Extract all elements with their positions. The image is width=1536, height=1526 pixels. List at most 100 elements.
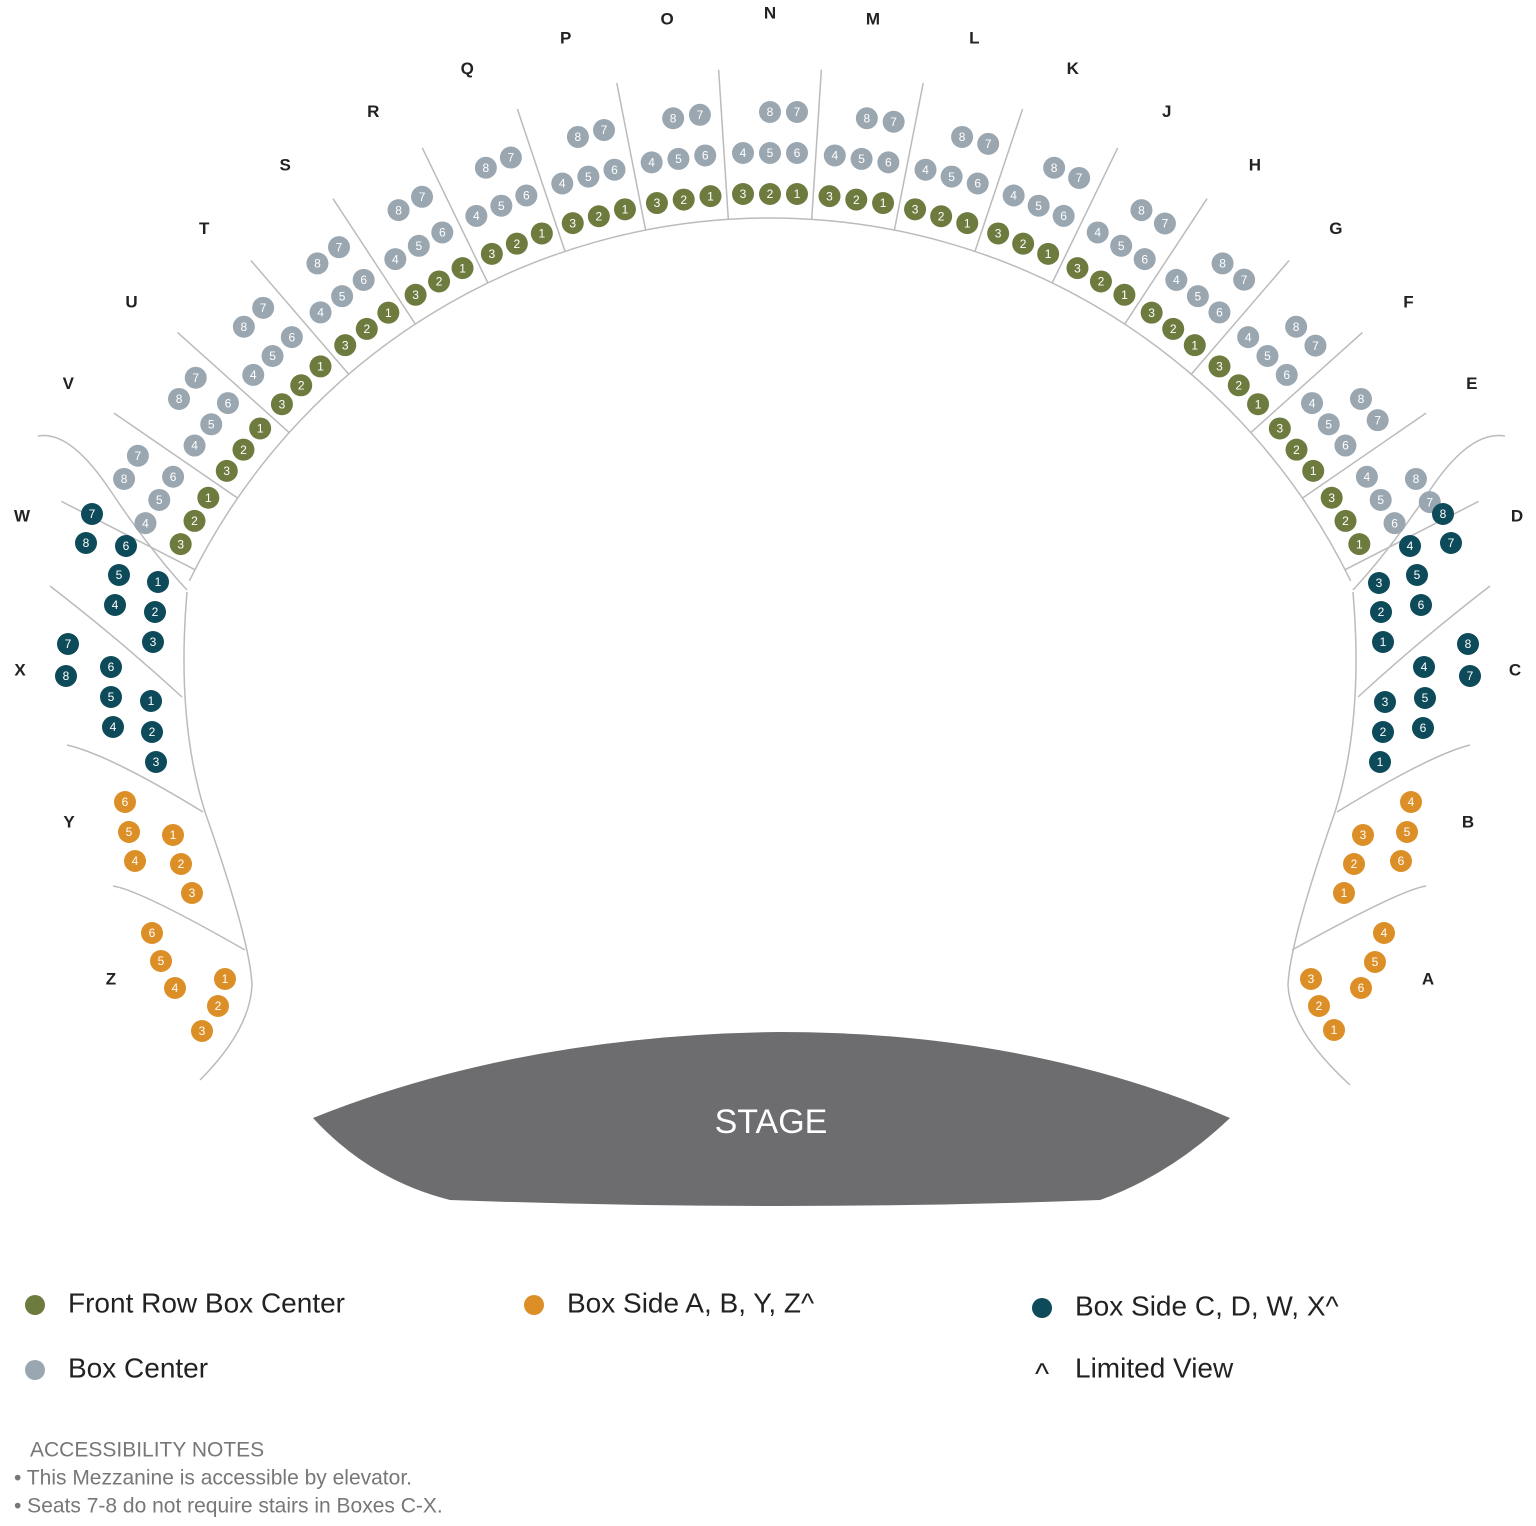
- seat: [404, 283, 427, 306]
- seat: [1374, 691, 1396, 713]
- seat: [1349, 387, 1372, 410]
- seat: [1404, 467, 1427, 490]
- seat-number: 8: [670, 111, 677, 125]
- legend-swatch: [1032, 1298, 1052, 1318]
- seat: [732, 142, 754, 164]
- box-divider: [1250, 331, 1363, 434]
- box-divider: [516, 108, 566, 252]
- seat: [1383, 512, 1406, 535]
- seat-number: 3: [189, 886, 196, 900]
- box-divider: [810, 69, 823, 220]
- seat: [1459, 665, 1481, 687]
- seat-number: 2: [1293, 443, 1300, 457]
- seat: [759, 142, 781, 164]
- seat-number: 6: [108, 660, 115, 674]
- seat: [183, 509, 206, 532]
- seat-number: 5: [1422, 691, 1429, 705]
- seat: [145, 751, 167, 773]
- seat: [140, 690, 162, 712]
- seat-number: 6: [225, 396, 232, 410]
- seat: [966, 172, 989, 195]
- seat: [613, 198, 636, 221]
- stage-shape: [313, 1032, 1230, 1206]
- seat: [1256, 345, 1279, 368]
- seat: [1369, 751, 1391, 773]
- seat: [1162, 317, 1185, 340]
- seat: [694, 144, 717, 167]
- seat: [1308, 995, 1330, 1017]
- note: • This Mezzanine is accessible by elevat…: [14, 1467, 412, 1490]
- seat: [977, 132, 1000, 155]
- box-label: H: [1249, 155, 1261, 174]
- seat: [124, 850, 146, 872]
- seat-number: 4: [1309, 396, 1316, 410]
- seat-number: 8: [1358, 392, 1365, 406]
- seat-number: 6: [123, 539, 130, 553]
- seat: [505, 232, 528, 255]
- seat: [1186, 285, 1209, 308]
- seat: [126, 444, 149, 467]
- seat-number: 5: [1414, 568, 1421, 582]
- seat: [1320, 486, 1343, 509]
- seat-number: 3: [569, 216, 576, 230]
- seat-number: 6: [1391, 516, 1398, 530]
- seat-number: 2: [938, 209, 945, 223]
- seat-number: 5: [1372, 955, 1379, 969]
- legend-label: Front Row Box Center: [68, 1287, 345, 1318]
- seat-number: 1: [459, 261, 466, 275]
- seat-number: 7: [1467, 669, 1474, 683]
- seat-number: 4: [922, 163, 929, 177]
- seat-number: 7: [601, 123, 608, 137]
- seat-number: 3: [1276, 422, 1283, 436]
- seat-number: 5: [1264, 349, 1271, 363]
- seat: [1400, 791, 1422, 813]
- seat: [1457, 633, 1479, 655]
- box-label: U: [125, 292, 137, 311]
- legend-label: Limited View: [1075, 1352, 1234, 1383]
- seat-number: 1: [1255, 397, 1262, 411]
- seat-number: 4: [317, 306, 324, 320]
- seat-number: 4: [110, 720, 117, 734]
- seat-number: 4: [473, 209, 480, 223]
- seat: [309, 355, 332, 378]
- seat: [818, 185, 841, 208]
- seat-number: 6: [1358, 981, 1365, 995]
- box-divider: [1124, 198, 1208, 325]
- seat-number: 4: [559, 177, 566, 191]
- seat-number: 7: [192, 371, 199, 385]
- seat: [184, 366, 207, 389]
- seat-number: 7: [1076, 171, 1083, 185]
- seat: [377, 301, 400, 324]
- box-label: Y: [63, 812, 75, 831]
- inner-arc: [188, 217, 1352, 582]
- seat-number: 3: [1376, 576, 1383, 590]
- seat: [640, 151, 663, 174]
- seat: [587, 205, 610, 228]
- seat: [930, 205, 953, 228]
- seat: [1086, 221, 1109, 244]
- note: • Seats 7-8 do not require stairs in Box…: [14, 1495, 443, 1518]
- seat: [593, 119, 616, 142]
- b-divider: [1336, 744, 1471, 813]
- seat: [551, 172, 574, 195]
- seat: [355, 317, 378, 340]
- seat-number: 5: [208, 417, 215, 431]
- box-label: Z: [106, 969, 116, 988]
- seat: [1368, 572, 1390, 594]
- seat: [252, 296, 275, 319]
- seat-number: 3: [489, 247, 496, 261]
- seat-number: 1: [385, 306, 392, 320]
- seat-number: 1: [1341, 886, 1348, 900]
- seat-number: 2: [767, 187, 774, 201]
- seat: [1432, 503, 1454, 525]
- seat-number: 6: [1141, 252, 1148, 266]
- seat: [242, 363, 265, 386]
- seat: [1208, 355, 1231, 378]
- seat-number: 2: [149, 725, 156, 739]
- seat-number: 3: [654, 196, 661, 210]
- seat: [1113, 283, 1136, 306]
- seat: [407, 234, 430, 257]
- seat: [577, 165, 600, 188]
- z-divider: [112, 885, 246, 951]
